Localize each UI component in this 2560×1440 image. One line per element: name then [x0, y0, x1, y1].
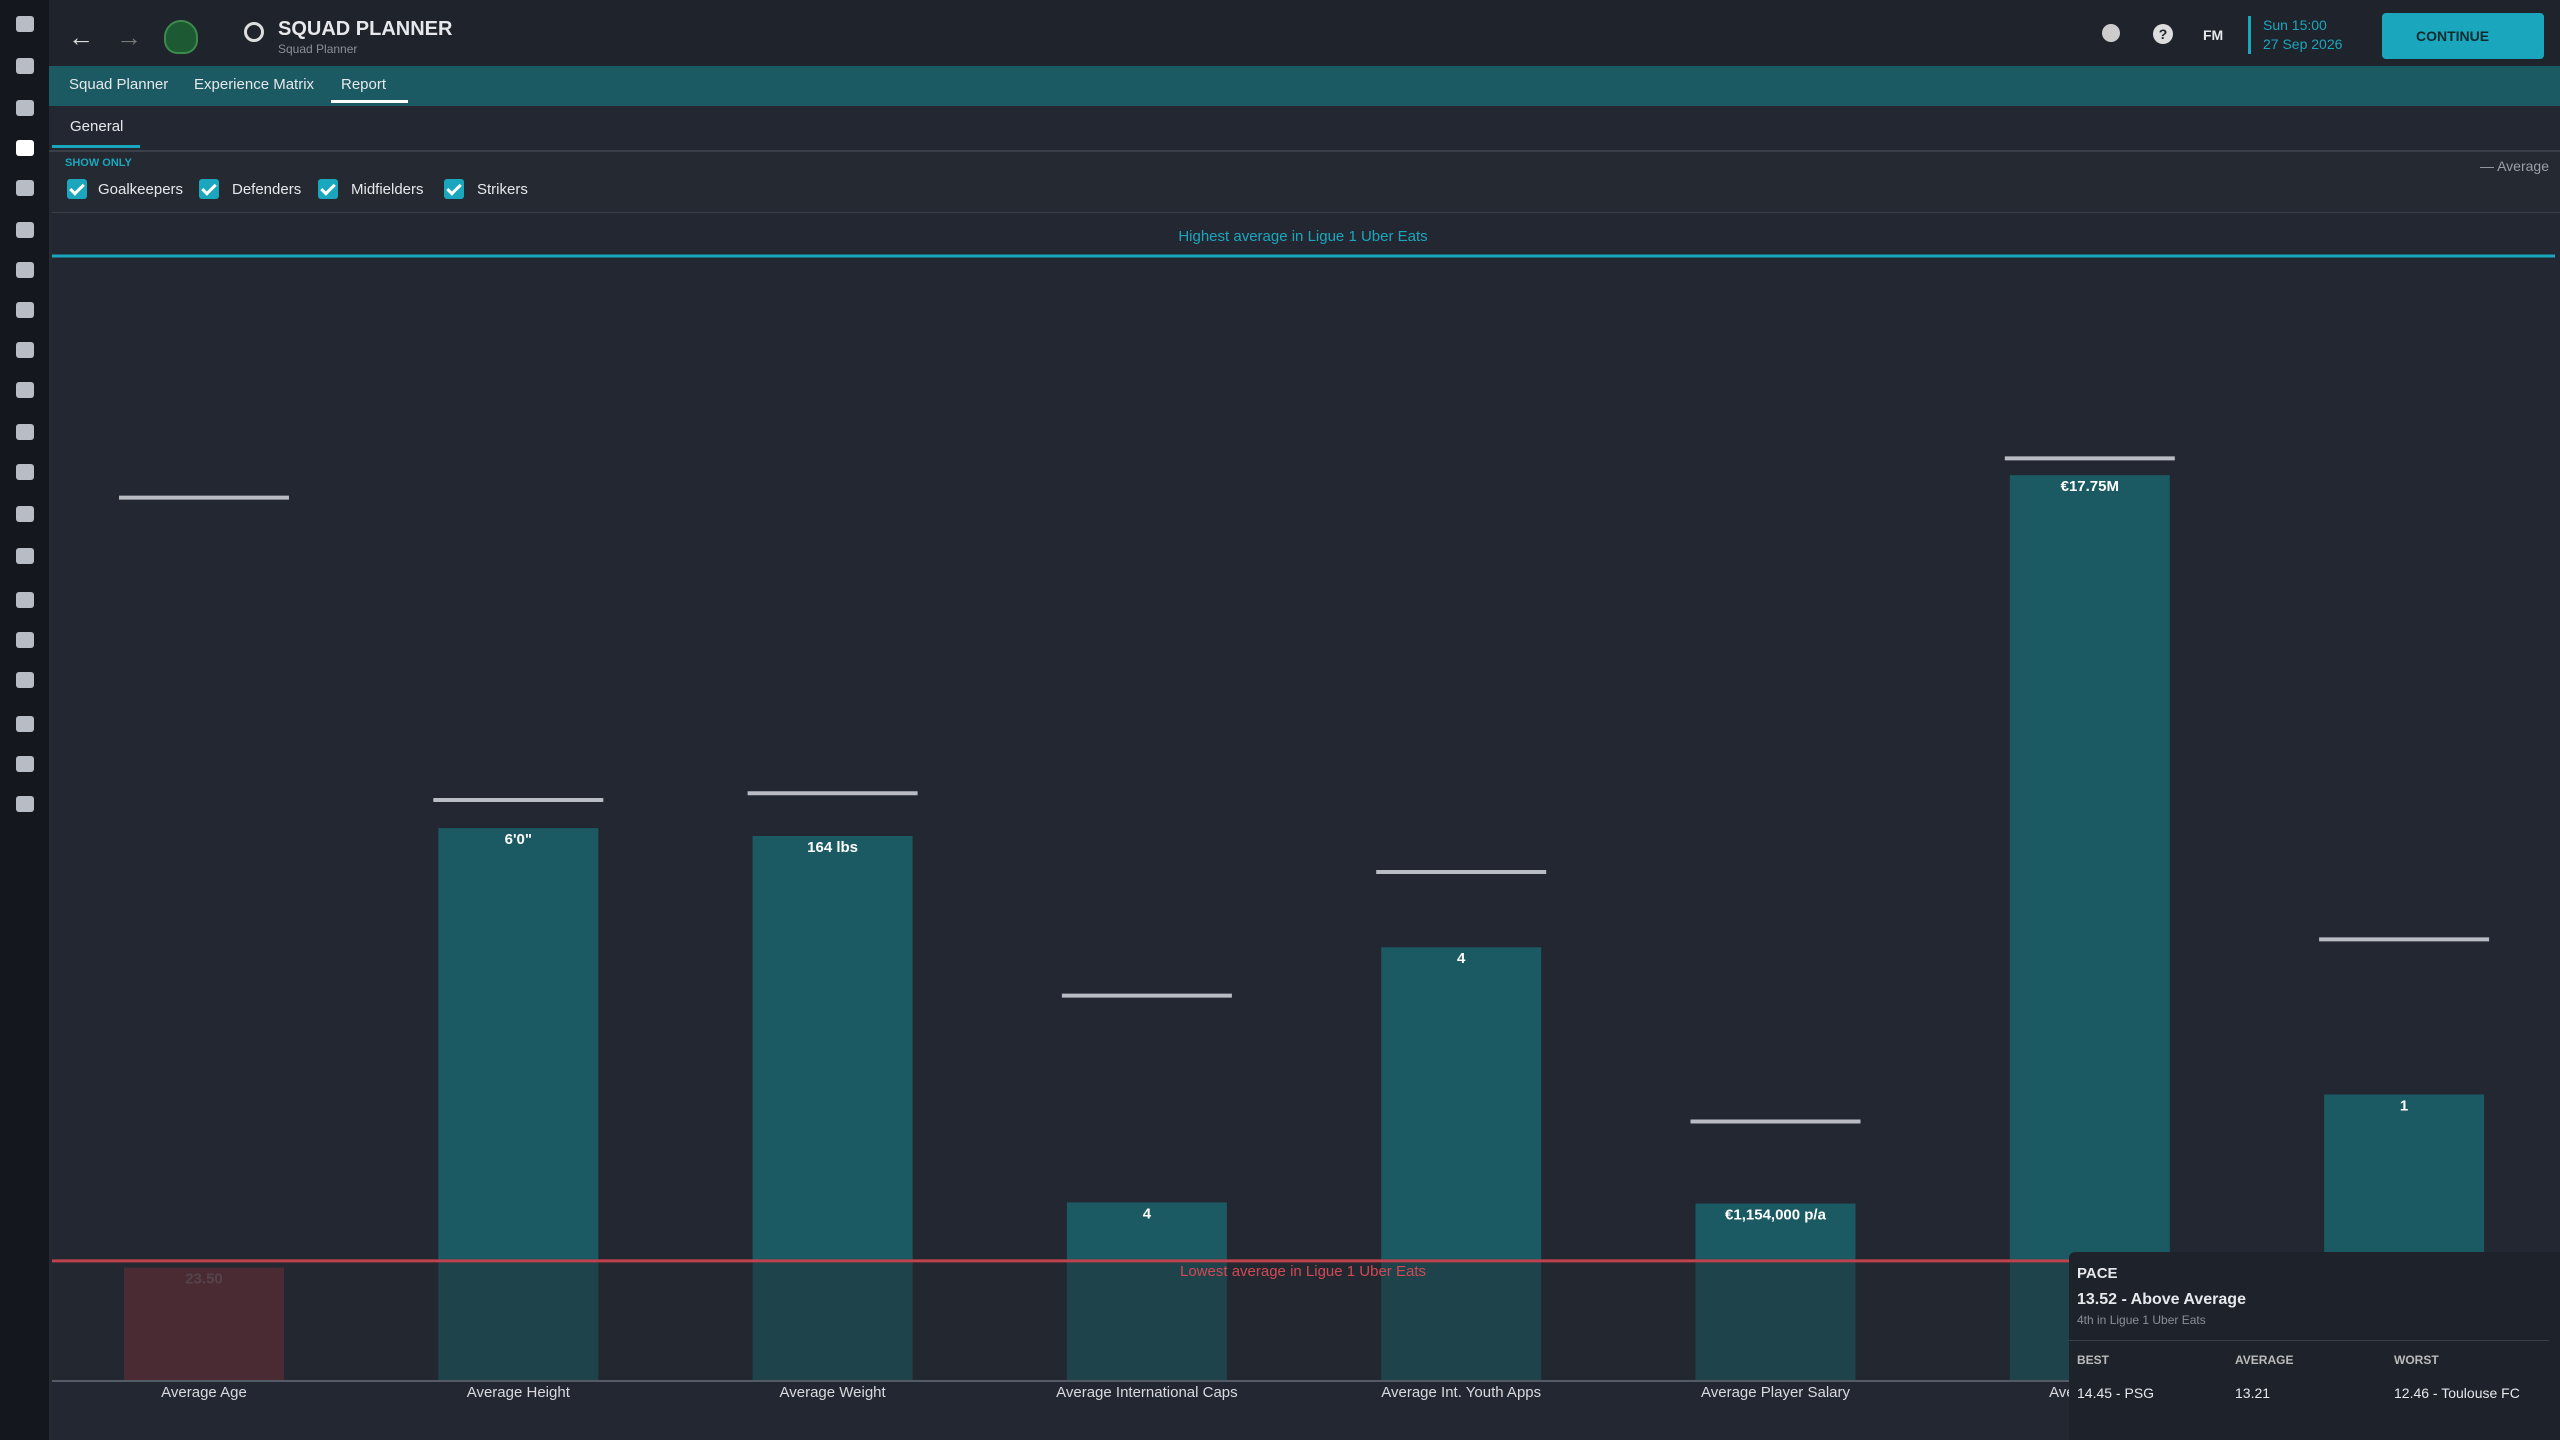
- bar-label: 6'0": [505, 831, 532, 848]
- tooltip-value: 13.21: [2235, 1385, 2271, 1401]
- bar-label: 23.50: [185, 1271, 223, 1288]
- nav-icon[interactable]: [16, 672, 34, 688]
- bar: [1066, 1202, 1227, 1380]
- divider: [2248, 16, 2251, 54]
- highest-label: Highest average in Ligue 1 Uber Eats: [1178, 228, 1427, 245]
- nav-icon[interactable]: [16, 262, 34, 278]
- checkbox-label[interactable]: Midfielders: [351, 181, 424, 198]
- divider: [2069, 1340, 2549, 1341]
- x-tick-label: Average International Caps: [1056, 1384, 1238, 1401]
- sidebar: [0, 0, 49, 1440]
- x-tick-label: Average Player Salary: [1701, 1384, 1850, 1401]
- checkbox-label[interactable]: Strikers: [477, 181, 528, 198]
- continue-button[interactable]: [2382, 13, 2544, 59]
- subtab-underline: [52, 145, 140, 148]
- tab[interactable]: Report: [341, 76, 387, 93]
- divider: [52, 212, 2560, 213]
- tooltip-header: WORST: [2394, 1353, 2439, 1367]
- lowest-label: Lowest average in Ligue 1 Uber Eats: [1180, 1263, 1426, 1280]
- page-subtitle: Squad Planner: [278, 42, 358, 56]
- bar: [1381, 947, 1542, 1380]
- tab[interactable]: Squad Planner: [69, 76, 169, 93]
- nav-icon[interactable]: [16, 506, 34, 522]
- nav-icon[interactable]: [16, 100, 34, 116]
- fm-button[interactable]: FM: [2203, 27, 2224, 43]
- nav-icon[interactable]: [16, 58, 34, 74]
- checkbox[interactable]: [318, 179, 338, 199]
- legend: — Average: [2479, 158, 2549, 174]
- tooltip-title: PACE: [2077, 1265, 2118, 1282]
- tooltip-header: BEST: [2077, 1353, 2110, 1367]
- tooltip: [2069, 1252, 2560, 1440]
- tab-underline: [331, 100, 408, 103]
- filter-title: SHOW ONLY: [65, 157, 132, 169]
- date: 27 Sep 2026: [2263, 36, 2343, 52]
- checkbox-label[interactable]: Goalkeepers: [98, 181, 184, 198]
- x-tick-label: Average Height: [467, 1384, 571, 1401]
- nav-icon[interactable]: [16, 222, 34, 238]
- nav-icon[interactable]: [16, 592, 34, 608]
- checkbox-label[interactable]: Defenders: [232, 181, 302, 198]
- continue-label[interactable]: CONTINUE: [2416, 28, 2490, 44]
- nav-icon[interactable]: [16, 16, 34, 32]
- back-button[interactable]: ←: [68, 22, 94, 52]
- nav-icon[interactable]: [16, 140, 34, 156]
- tooltip-header: AVERAGE: [2235, 1353, 2294, 1367]
- subtab[interactable]: General: [70, 118, 124, 135]
- x-tick-label: Average Int. Youth Apps: [1381, 1384, 1541, 1401]
- tooltip-value: 14.45 - PSG: [2077, 1385, 2155, 1401]
- bar: [1695, 1203, 1856, 1380]
- nav-icon[interactable]: [16, 756, 34, 772]
- tab[interactable]: Experience Matrix: [194, 76, 315, 93]
- bar-label: €17.75M: [2061, 478, 2119, 495]
- time: Sun 15:00: [2263, 17, 2327, 33]
- nav-icon[interactable]: [16, 716, 34, 732]
- nav-icon[interactable]: [16, 796, 34, 812]
- bar-label: €1,154,000 p/a: [1725, 1207, 1827, 1224]
- nav-icon[interactable]: [16, 548, 34, 564]
- nav-icon[interactable]: [16, 464, 34, 480]
- nav-icon[interactable]: [16, 342, 34, 358]
- bar: [124, 1267, 284, 1380]
- subtab-bar: [49, 106, 2560, 152]
- club-badge[interactable]: [164, 20, 198, 54]
- tooltip-value: 12.46 - Toulouse FC: [2394, 1385, 2520, 1401]
- bar-label: 164 lbs: [807, 839, 858, 856]
- bar: [752, 835, 913, 1380]
- bar-label: 4: [1457, 950, 1466, 967]
- help-button[interactable]: ?: [2153, 24, 2173, 44]
- bar-label: 1: [2400, 1097, 2408, 1114]
- forward-button[interactable]: →: [116, 22, 142, 52]
- bar-label: 4: [1143, 1205, 1152, 1222]
- tab-bar: [49, 66, 2560, 106]
- tooltip-rank: 4th in Ligue 1 Uber Eats: [2077, 1313, 2206, 1327]
- search-icon[interactable]: [244, 22, 264, 42]
- checkbox[interactable]: [444, 179, 464, 199]
- nav-icon[interactable]: [16, 382, 34, 398]
- nav-icon[interactable]: [16, 180, 34, 196]
- page-title: SQUAD PLANNER: [278, 18, 453, 40]
- nav-icon[interactable]: [16, 302, 34, 318]
- checkbox[interactable]: [67, 179, 87, 199]
- header: [49, 0, 2560, 66]
- bar: [2009, 475, 2170, 1380]
- tooltip-rating: 13.52 - Above Average: [2077, 1291, 2246, 1308]
- checkbox[interactable]: [199, 179, 219, 199]
- icon[interactable]: [2102, 24, 2120, 42]
- x-tick-label: Average Age: [161, 1384, 247, 1401]
- nav-icon[interactable]: [16, 632, 34, 648]
- bar: [438, 828, 599, 1380]
- x-tick-label: Average Weight: [780, 1384, 887, 1401]
- nav-icon[interactable]: [16, 424, 34, 440]
